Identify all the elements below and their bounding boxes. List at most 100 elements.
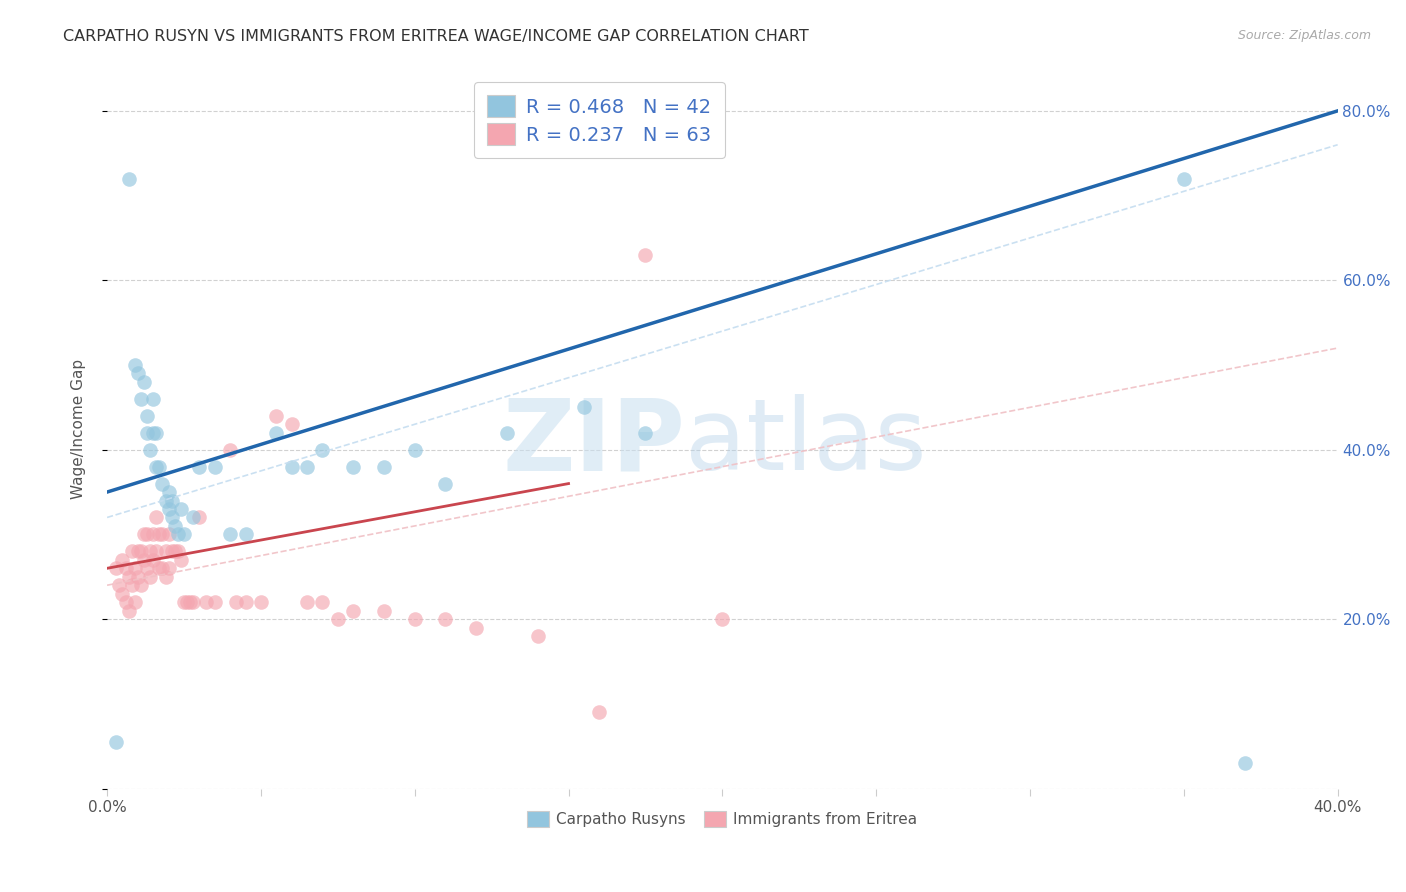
Point (250, 595, 273, 609)
Point (711, 612, 734, 626)
Point (117, 570, 139, 584)
Point (219, 527, 242, 541)
Text: CARPATHO RUSYN VS IMMIGRANTS FROM ERITREA WAGE/INCOME GAP CORRELATION CHART: CARPATHO RUSYN VS IMMIGRANTS FROM ERITRE… (63, 29, 808, 44)
Point (114, 561, 136, 575)
Point (280, 459, 302, 474)
Point (139, 442, 162, 457)
Point (157, 502, 180, 516)
Point (132, 527, 155, 541)
Point (634, 248, 657, 262)
Point (139, 544, 162, 558)
Point (173, 595, 195, 609)
Point (155, 570, 177, 584)
Point (142, 527, 165, 541)
Point (264, 425, 287, 440)
Point (155, 544, 177, 558)
Point (188, 459, 211, 474)
Point (121, 544, 143, 558)
Point (136, 409, 159, 423)
Point (166, 544, 188, 558)
Point (139, 570, 162, 584)
Point (404, 442, 426, 457)
Point (145, 510, 167, 524)
Point (295, 459, 318, 474)
Point (127, 367, 149, 381)
Point (127, 570, 149, 584)
Point (148, 561, 170, 575)
Point (219, 442, 242, 457)
Point (280, 417, 302, 432)
Point (142, 425, 165, 440)
Point (342, 459, 364, 474)
Point (145, 544, 167, 558)
Point (295, 595, 318, 609)
Point (434, 476, 457, 491)
Point (311, 595, 333, 609)
Point (204, 595, 226, 609)
Point (114, 595, 136, 609)
Point (194, 595, 217, 609)
Point (235, 595, 257, 609)
Point (105, 735, 128, 749)
Point (373, 459, 395, 474)
Point (117, 604, 139, 618)
Point (127, 544, 149, 558)
Point (326, 612, 349, 626)
Point (572, 401, 595, 415)
Point (136, 561, 159, 575)
Point (373, 604, 395, 618)
Point (204, 459, 226, 474)
Point (152, 476, 174, 491)
Point (465, 621, 488, 635)
Point (496, 425, 519, 440)
Point (148, 527, 170, 541)
Point (124, 595, 146, 609)
Point (526, 629, 548, 643)
Point (157, 485, 180, 500)
Point (142, 392, 165, 406)
Point (634, 425, 657, 440)
Point (160, 510, 183, 524)
Point (181, 510, 204, 524)
Point (188, 510, 211, 524)
Point (145, 425, 167, 440)
Point (132, 375, 155, 389)
Text: atlas: atlas (686, 394, 927, 491)
Point (176, 595, 198, 609)
Point (136, 425, 159, 440)
Point (124, 561, 146, 575)
Point (163, 519, 186, 533)
Point (235, 527, 257, 541)
Point (129, 544, 152, 558)
Point (170, 553, 193, 567)
Point (124, 358, 146, 372)
Point (157, 561, 180, 575)
Point (1234, 756, 1257, 771)
Point (121, 578, 143, 592)
Point (142, 553, 165, 567)
Point (173, 527, 195, 541)
Point (160, 544, 183, 558)
Point (129, 578, 152, 592)
Point (132, 553, 155, 567)
Point (148, 459, 170, 474)
Point (105, 561, 128, 575)
Point (311, 442, 333, 457)
Text: ZIP: ZIP (502, 394, 686, 491)
Point (225, 595, 247, 609)
Point (434, 612, 457, 626)
Point (160, 493, 183, 508)
Legend: Carpatho Rusyns, Immigrants from Eritrea: Carpatho Rusyns, Immigrants from Eritrea (520, 804, 925, 835)
Text: Source: ZipAtlas.com: Source: ZipAtlas.com (1237, 29, 1371, 42)
Point (342, 604, 364, 618)
Point (129, 392, 152, 406)
Point (111, 587, 134, 601)
Point (264, 409, 287, 423)
Point (1173, 171, 1195, 186)
Point (588, 706, 610, 720)
Point (181, 595, 204, 609)
Point (152, 561, 174, 575)
Point (108, 578, 131, 592)
Point (404, 612, 426, 626)
Point (136, 527, 159, 541)
